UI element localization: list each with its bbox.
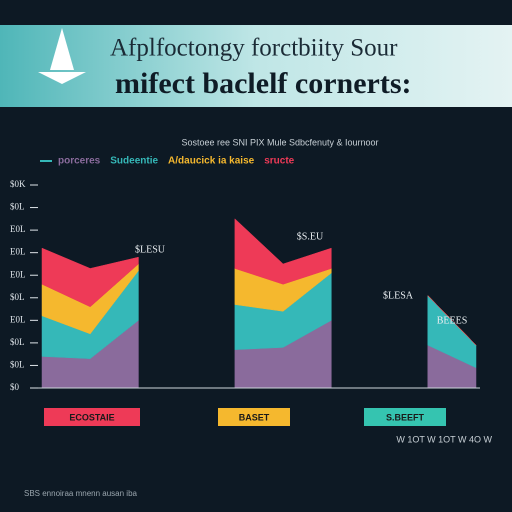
group-box	[44, 408, 140, 426]
annotation: $LESA	[383, 290, 414, 301]
y-tick-label: $0L	[10, 202, 25, 212]
group-label: S.BEEFT	[386, 412, 425, 422]
y-tick-label: $0L	[10, 360, 25, 370]
chart-title: mifect baclelf cornerts:	[115, 67, 412, 100]
chart-subtitle: Sostoee ree SNI PIX Mule Sdbcfenuty & Io…	[181, 137, 378, 147]
footer: SBS ennoiraa mnenn ausan iba	[24, 489, 138, 498]
y-tick-label: $0	[10, 382, 20, 392]
logo-base	[38, 72, 86, 84]
annotation: BEEES	[437, 315, 468, 326]
annotation: $S.EU	[297, 231, 324, 242]
header-band	[0, 25, 512, 107]
y-tick-label: E0L	[10, 247, 26, 257]
legend-entry: A/daucick ia kaise	[168, 156, 255, 167]
y-tick-label: $0L	[10, 292, 25, 302]
y-tick-label: E0L	[10, 314, 26, 324]
legend-entry: sructe	[264, 156, 294, 167]
group-box	[218, 408, 290, 426]
group-box	[364, 408, 446, 426]
legend-entry: Sudeentie	[110, 156, 158, 167]
y-tick-label: $0L	[10, 337, 25, 347]
y-tick-label: E0L	[10, 269, 26, 279]
group-label: ECOSTAIE	[69, 412, 114, 422]
y-tick-label: $0K	[10, 179, 26, 189]
annotation: $LESU	[135, 244, 166, 255]
logo	[50, 28, 74, 70]
legend-entry: porceres	[58, 156, 101, 167]
y-tick-label: E0L	[10, 224, 26, 234]
group-label: BASET	[239, 412, 270, 422]
area	[41, 218, 477, 346]
chart-title: Afplfoctongy forctbiity Sour	[110, 35, 398, 62]
axis-note: W 1OT W 1OT W 4O W	[396, 434, 492, 444]
